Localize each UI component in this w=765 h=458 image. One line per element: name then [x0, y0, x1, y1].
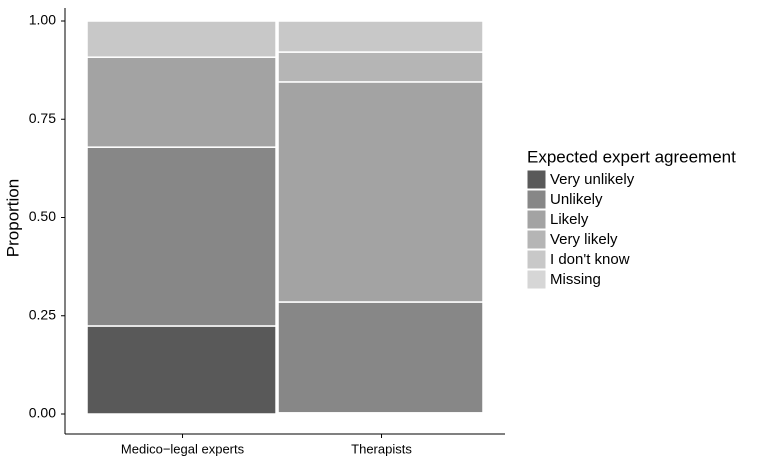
legend-key: [526, 269, 547, 290]
x-tick-label: Medico−legal experts: [121, 441, 245, 456]
y-tick-label: 1.00: [29, 12, 56, 28]
x-tick-label: Therapists: [351, 441, 412, 456]
y-tick-label: 0.25: [29, 306, 56, 322]
legend-key: [526, 249, 547, 270]
legend-label: Unlikely: [550, 191, 603, 208]
legend-label: Likely: [550, 211, 589, 228]
legend-key: [526, 189, 547, 210]
mosaic-segment: [86, 20, 277, 58]
y-tick-label: 0.75: [29, 110, 56, 126]
legend-title: Expected expert agreement: [527, 147, 736, 166]
y-tick-label: 0.50: [29, 208, 56, 224]
legend-label: Very likely: [550, 231, 618, 248]
mosaic-segment: [86, 325, 277, 415]
legend-key: [526, 169, 547, 190]
legend-key: [526, 209, 547, 230]
y-tick-label: 0.00: [29, 405, 56, 421]
mosaic-segment: [277, 81, 484, 303]
mosaic-segment: [86, 56, 277, 148]
y-axis-title: Proportion: [3, 179, 22, 257]
mosaic-segment: [277, 301, 484, 414]
legend-key: [526, 229, 547, 250]
legend-label: I don't know: [550, 251, 630, 268]
legend-label: Missing: [550, 271, 601, 288]
mosaic-segment: [277, 51, 484, 83]
mosaic-segment: [277, 20, 484, 53]
mosaic-segment: [86, 146, 277, 327]
legend-label: Very unlikely: [550, 171, 635, 188]
